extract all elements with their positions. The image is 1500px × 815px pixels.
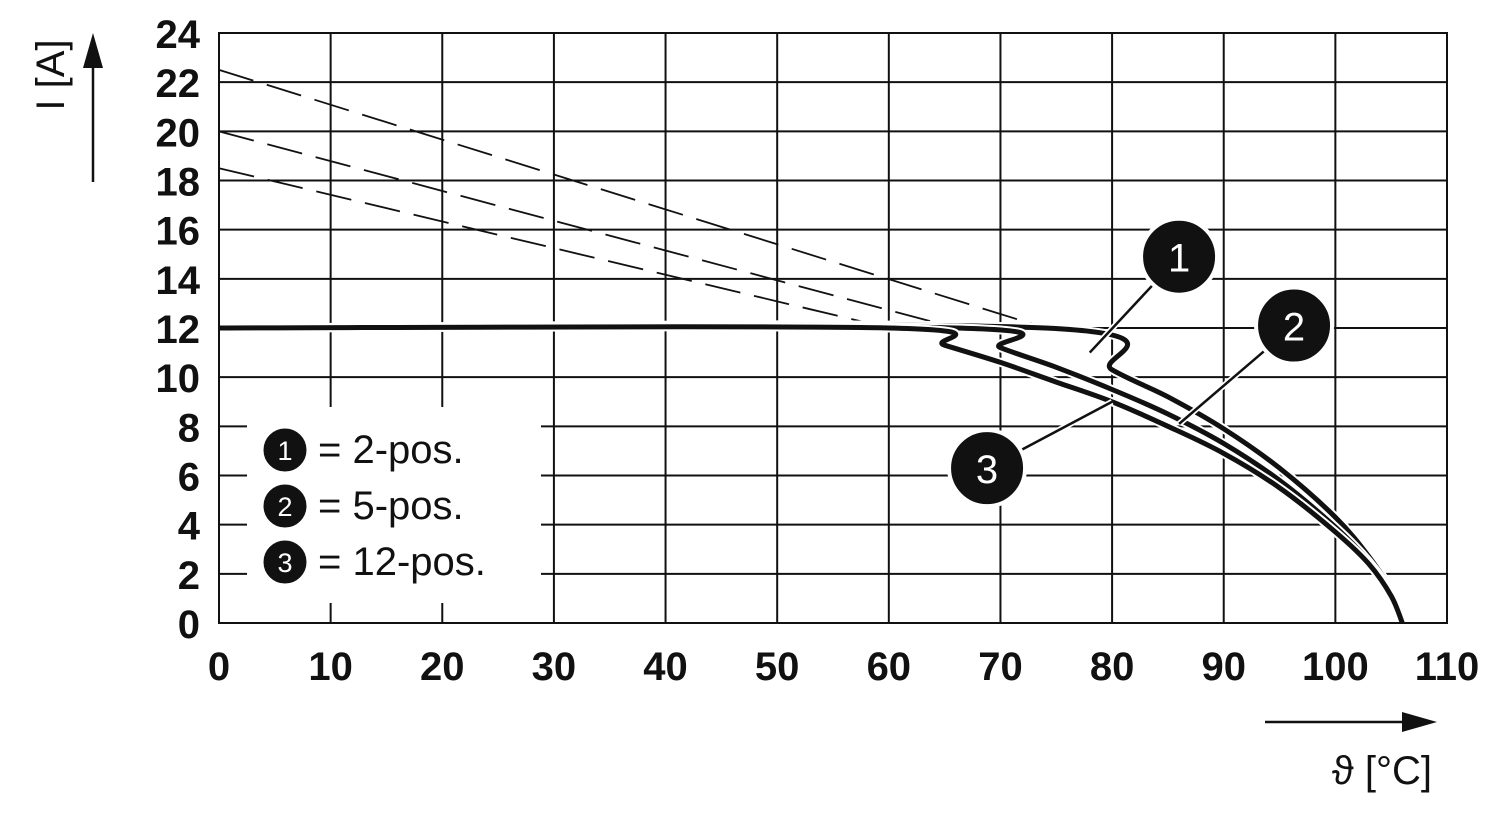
callout-leader-line [1088,282,1156,354]
x-tick-label: 40 [643,645,688,689]
legend-badge-number: 1 [277,436,292,466]
legend-badge-icon [260,481,310,531]
y-tick-label: 0 [178,603,200,647]
x-tick-label: 100 [1302,645,1369,689]
legend: 1 = 2-pos. 2 = 5-pos. 3 = 12-pos. [247,407,541,603]
y-tick-label: 20 [156,111,201,155]
y-tick-label: 4 [178,505,201,549]
dashed-line-1 [218,69,1046,329]
callout-leader-line [1018,400,1113,453]
legend-badge-icon [260,425,310,475]
x-axis-title: ϑ [°C] [1265,712,1437,793]
legend-label: = 2-pos. [318,428,464,472]
y-tick-label: 22 [156,62,201,106]
legend-badge-icon [260,537,310,587]
dashed-line-2 [218,130,957,329]
x-tick-label: 30 [532,645,577,689]
callout-badge-icon [947,428,1028,509]
y-axis-label: I [A] [29,39,73,110]
legend-badge-number: 2 [277,492,292,522]
x-tick-label: 110 [1415,645,1480,689]
y-tick-label: 8 [178,406,200,450]
x-tick-label: 90 [1201,645,1246,689]
curve-callouts: 1 2 3 [947,216,1335,509]
x-tick-label: 80 [1090,645,1135,689]
x-axis-tick-labels: 0 10 20 30 40 50 60 70 80 90 100 110 [208,645,1479,689]
x-axis-label: ϑ [°C] [1332,749,1432,793]
callout-badge-number: 3 [976,448,998,492]
callout-badge-icon [1139,216,1220,297]
dashed-line-3 [218,167,890,329]
y-tick-label: 14 [156,259,201,303]
y-axis-title: I [A] [29,33,103,182]
y-tick-label: 10 [156,357,201,401]
callout-leader-line [1178,347,1268,425]
x-tick-label: 20 [420,645,465,689]
legend-badge-number: 3 [277,548,292,578]
callout-badge-number: 1 [1168,237,1190,281]
y-axis-arrowhead-icon [83,33,103,68]
legend-label: = 12-pos. [318,540,486,584]
x-tick-label: 10 [308,645,353,689]
dashed-extrapolation-lines [218,69,1046,329]
x-axis-arrowhead-icon [1402,712,1437,732]
x-tick-label: 0 [208,645,230,689]
x-tick-label: 60 [867,645,912,689]
y-tick-label: 24 [156,13,201,57]
callout-badge-number: 2 [1283,306,1305,350]
x-tick-label: 50 [755,645,800,689]
plot-frame [218,32,1448,624]
y-tick-label: 2 [178,554,200,598]
y-tick-label: 16 [156,210,201,254]
y-tick-label: 6 [178,456,200,500]
legend-label: = 5-pos. [318,484,464,528]
x-tick-label: 70 [978,645,1023,689]
y-tick-label: 18 [156,161,201,205]
y-tick-label: 12 [156,308,201,352]
callout-badge-icon [1254,285,1335,366]
